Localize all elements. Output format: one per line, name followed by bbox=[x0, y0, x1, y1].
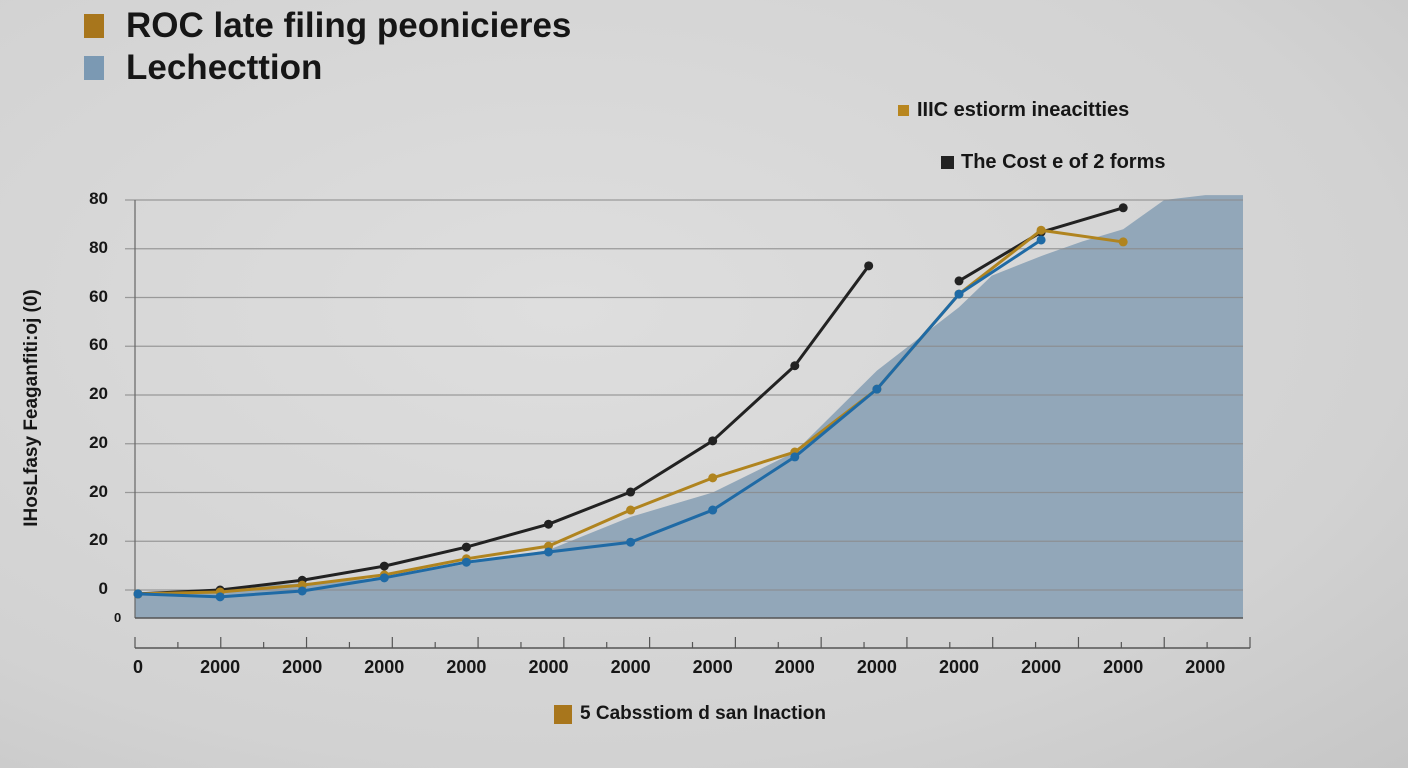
title-text-2: Lechecttion bbox=[126, 48, 323, 87]
series-point bbox=[297, 586, 307, 596]
series-point bbox=[626, 487, 636, 497]
x-tick-label: 0 bbox=[132, 657, 144, 677]
y-tick-label: 0 bbox=[98, 579, 108, 598]
y-tick-label: 20 bbox=[89, 481, 108, 501]
x-tick-label: 2000 bbox=[282, 657, 323, 677]
x-tick-label: 2000 bbox=[610, 657, 651, 677]
series-line bbox=[137, 264, 870, 596]
series-point bbox=[864, 261, 874, 271]
title-swatch-2 bbox=[84, 56, 104, 80]
y-tick-label: 60 bbox=[89, 335, 108, 355]
series-point bbox=[708, 505, 718, 515]
series-point bbox=[1118, 237, 1128, 247]
x-tick-label: 2000 bbox=[1103, 657, 1144, 677]
bottom-legend: 5 Cabsstiom d san Inaction bbox=[554, 703, 826, 725]
y-tick-label: 20 bbox=[89, 384, 108, 403]
series-point bbox=[461, 557, 471, 567]
legend-label-1: IIIC estiorm ineacitties bbox=[917, 99, 1130, 121]
series-point bbox=[790, 452, 800, 462]
series-point bbox=[379, 573, 389, 583]
legend-label-2: The Cost e of 2 forms bbox=[961, 151, 1166, 173]
y-tick-label: 20 bbox=[89, 432, 108, 452]
series-point bbox=[790, 361, 800, 371]
legend-item-1: IIIC estiorm ineacitties bbox=[898, 99, 1129, 122]
series-point bbox=[1036, 235, 1046, 245]
y-origin-marker: 0 bbox=[114, 610, 122, 625]
legend-swatch-1 bbox=[898, 105, 909, 116]
series-point bbox=[461, 542, 471, 552]
series-point bbox=[954, 289, 964, 299]
series-point bbox=[626, 537, 636, 547]
x-tick-label: 2000 bbox=[938, 657, 980, 677]
x-tick-label: 2000 bbox=[1021, 657, 1062, 677]
x-tick-label: 2000 bbox=[856, 657, 897, 677]
x-tick-label: 2000 bbox=[774, 657, 815, 677]
series-point bbox=[215, 592, 225, 602]
x-tick-label: 2000 bbox=[364, 657, 405, 677]
series-point bbox=[544, 547, 553, 557]
series-point bbox=[1036, 225, 1046, 235]
series-point bbox=[1118, 203, 1128, 213]
bottom-legend-swatch bbox=[554, 704, 572, 724]
x-tick-label: 2000 bbox=[200, 657, 241, 677]
title-text-1: ROC late filing peonicieres bbox=[126, 6, 572, 45]
title-swatch-1 bbox=[84, 14, 104, 38]
series-point bbox=[544, 519, 553, 529]
series-line bbox=[137, 238, 1042, 599]
title-line-1: ROC late filing peonicieres bbox=[84, 6, 571, 46]
x-tick-label: 2000 bbox=[528, 657, 569, 677]
legend-swatch-2 bbox=[941, 156, 954, 169]
series-point bbox=[379, 561, 389, 571]
series-point bbox=[954, 276, 964, 286]
y-tick-label: 80 bbox=[89, 189, 108, 208]
series-point bbox=[708, 473, 718, 483]
x-tick-label: 2000 bbox=[692, 657, 733, 677]
series-point bbox=[708, 436, 718, 446]
area-fill bbox=[135, 195, 1243, 618]
legend-item-2: The Cost e of 2 forms bbox=[941, 151, 1165, 174]
x-tick-label: 2000 bbox=[446, 657, 487, 677]
y-tick-label: 60 bbox=[89, 286, 108, 306]
title-line-2: Lechecttion bbox=[84, 48, 322, 88]
bottom-legend-label: 5 Cabsstiom d san Inaction bbox=[580, 703, 826, 724]
series-point bbox=[626, 505, 636, 515]
y-tick-label: 80 bbox=[89, 237, 108, 257]
series-point bbox=[872, 384, 882, 394]
y-tick-label: 20 bbox=[89, 530, 108, 550]
series-point bbox=[133, 589, 143, 599]
x-tick-label: 2000 bbox=[1185, 657, 1226, 677]
